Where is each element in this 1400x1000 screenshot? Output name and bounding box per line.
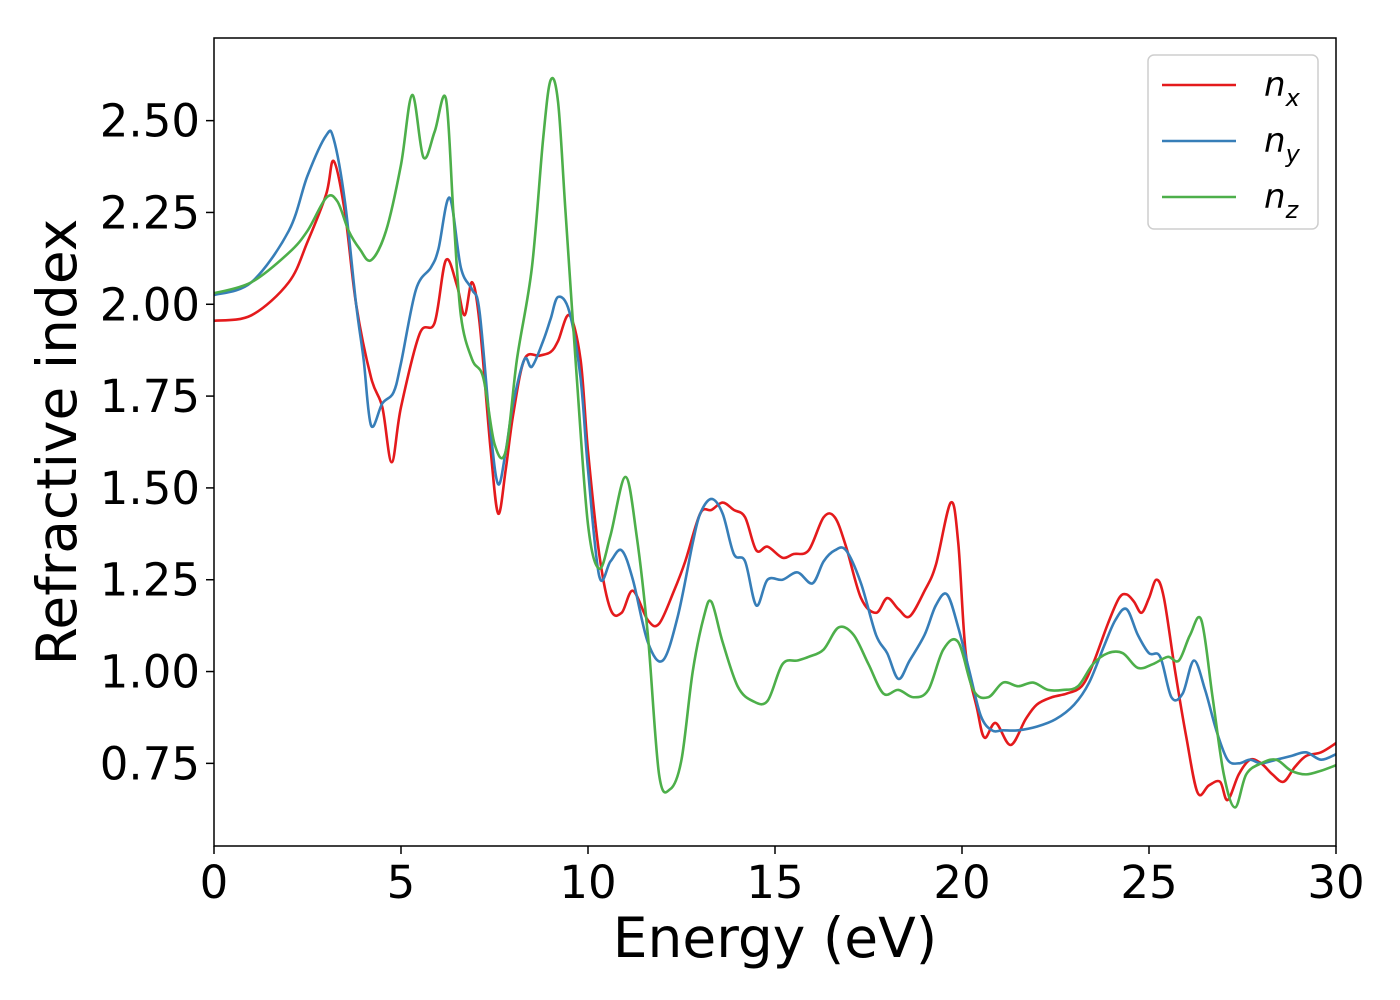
x-tick-label: 25 <box>1120 856 1177 909</box>
y-tick-label: 2.50 <box>100 95 200 148</box>
series-line-y <box>214 129 1336 765</box>
series-layer <box>214 76 1336 809</box>
legend-label-base: n <box>1264 121 1286 161</box>
legend-label-subscript: x <box>1285 84 1301 112</box>
y-axis-title: Refractive index <box>25 219 89 666</box>
y-tick-label: 0.75 <box>100 737 200 790</box>
x-tick-label: 0 <box>200 856 229 909</box>
legend-label-base: n <box>1264 65 1286 105</box>
legend-label-x: nx <box>1264 65 1301 112</box>
legend-label-subscript: z <box>1285 196 1300 224</box>
x-tick-label: 10 <box>559 856 616 909</box>
x-tick-label: 20 <box>933 856 990 909</box>
y-tick-label: 1.50 <box>100 462 200 515</box>
y-tick-label: 1.25 <box>100 554 200 607</box>
legend-label-base: n <box>1264 177 1286 217</box>
legend-label-y: ny <box>1264 121 1301 168</box>
y-tick-label: 2.00 <box>100 278 200 331</box>
x-tick-label: 15 <box>746 856 803 909</box>
series-line-z <box>214 76 1336 809</box>
x-axis-title: Energy (eV) <box>613 906 937 970</box>
legend-label-subscript: y <box>1285 140 1301 168</box>
x-tick-label: 30 <box>1307 856 1364 909</box>
legend-label-z: nz <box>1264 177 1300 224</box>
y-tick-label: 1.00 <box>100 646 200 699</box>
y-axis-ticks: 0.75 1.00 1.25 1.50 1.75 2.00 2.25 2.50 <box>100 95 214 790</box>
x-axis-ticks: 0 5 10 15 20 25 30 <box>200 846 1365 909</box>
x-tick-label: 5 <box>387 856 416 909</box>
y-tick-label: 2.25 <box>100 186 200 239</box>
y-tick-label: 1.75 <box>100 370 200 423</box>
